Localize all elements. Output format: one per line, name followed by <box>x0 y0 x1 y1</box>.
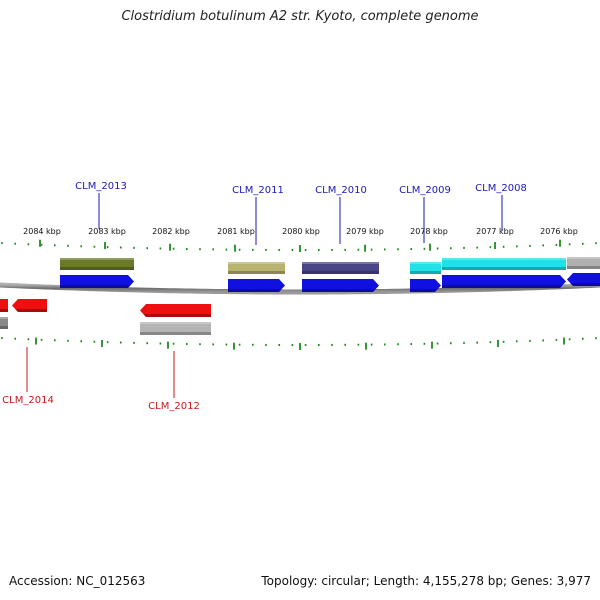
kbp-label: 2084 kbp <box>23 227 61 236</box>
kbp-label: 2076 kbp <box>540 227 578 236</box>
gene-id-label[interactable]: CLM_2013 <box>75 181 127 192</box>
cog-bar[interactable] <box>410 262 441 274</box>
gene-id-label[interactable]: CLM_2010 <box>315 185 367 196</box>
forward-gene-arrow[interactable] <box>302 279 379 292</box>
cog-bar[interactable] <box>567 257 600 269</box>
accession-text: Accession: NC_012563 <box>9 574 146 588</box>
forward-gene-arrow[interactable] <box>60 275 134 288</box>
gene-id-label[interactable]: CLM_2009 <box>399 185 451 196</box>
forward-gene-arrow[interactable] <box>228 279 285 292</box>
gene-id-label[interactable]: CLM_2011 <box>232 185 284 196</box>
reverse-gene-arrow[interactable] <box>0 299 8 312</box>
forward-gene-arrow[interactable] <box>410 279 441 292</box>
kbp-label: 2082 kbp <box>152 227 190 236</box>
cog-bar[interactable] <box>228 262 285 274</box>
genome-backbone <box>0 282 600 295</box>
cog-bar[interactable] <box>60 258 134 270</box>
cog-bar[interactable] <box>442 258 566 270</box>
reverse-gene-arrow[interactable] <box>140 304 211 317</box>
kbp-label: 2079 kbp <box>346 227 384 236</box>
kbp-label: 2081 kbp <box>217 227 255 236</box>
gene-id-label[interactable]: CLM_2008 <box>475 183 527 194</box>
gene-id-label[interactable]: CLM_2014 <box>2 395 54 406</box>
cog-bar[interactable] <box>302 262 379 274</box>
cog-bar[interactable] <box>140 322 211 335</box>
page-title: Clostridium botulinum A2 str. Kyoto, com… <box>121 9 479 24</box>
forward-gene-arrow[interactable] <box>567 273 600 286</box>
cog-bar[interactable] <box>0 317 8 329</box>
kbp-label: 2077 kbp <box>476 227 514 236</box>
gene-id-label[interactable]: CLM_2012 <box>148 401 200 412</box>
forward-gene-arrow[interactable] <box>442 275 566 288</box>
kbp-label: 2078 kbp <box>410 227 448 236</box>
reverse-gene-arrow[interactable] <box>12 299 47 312</box>
kbp-label: 2083 kbp <box>88 227 126 236</box>
topology-text: Topology: circular; Length: 4,155,278 bp… <box>261 574 591 588</box>
kbp-label: 2080 kbp <box>282 227 320 236</box>
